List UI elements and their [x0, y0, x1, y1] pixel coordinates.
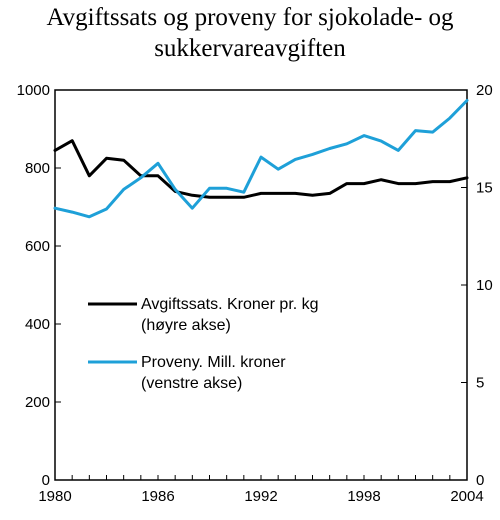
- left-tick-label: 400: [25, 316, 50, 333]
- chart-title-line1: Avgiftssats og proveny for sjokolade- og: [46, 4, 454, 31]
- left-tick-label: 1000: [17, 82, 50, 99]
- chart-title: Avgiftssats og proveny for sjokolade- og…: [0, 2, 500, 64]
- right-tick-label: 0: [476, 472, 484, 489]
- legend-sublabel-1: (venstre akse): [141, 375, 242, 392]
- right-tick-label: 15: [476, 180, 493, 197]
- x-tick-label: 1986: [141, 488, 174, 505]
- left-axis: 0 200 400 600 800 1000: [17, 82, 61, 489]
- series-layer: [53, 99, 469, 219]
- legend: Avgiftssats. Kroner pr. kg (høyre akse) Pr…: [88, 296, 319, 392]
- chart-title-line2: sukkervareavgiften: [154, 35, 346, 62]
- legend-label-0: Avgiftssats. Kroner pr. kg: [141, 296, 319, 313]
- x-tick-label: 2004: [450, 488, 483, 505]
- right-tick-label: 20: [476, 82, 493, 99]
- x-tick-label: 1980: [38, 488, 71, 505]
- series-line-1: [53, 99, 469, 219]
- x-tick-label: 1998: [347, 488, 380, 505]
- x-tick-label: 1992: [244, 488, 277, 505]
- legend-sublabel-0: (høyre akse): [141, 317, 231, 334]
- left-tick-label: 0: [42, 472, 50, 489]
- plot-frame: [54, 89, 468, 481]
- left-tick-label: 600: [25, 238, 50, 255]
- right-tick-label: 10: [476, 277, 493, 294]
- left-tick-label: 800: [25, 160, 50, 177]
- series-line-0: [53, 139, 469, 199]
- right-tick-label: 5: [476, 375, 484, 392]
- right-axis: 0 5 10 15 20: [461, 82, 493, 489]
- left-tick-label: 200: [25, 394, 50, 411]
- x-axis: 1980 1986 1992 1998 2004: [38, 475, 484, 505]
- legend-label-1: Proveny. Mill. kroner: [141, 354, 286, 371]
